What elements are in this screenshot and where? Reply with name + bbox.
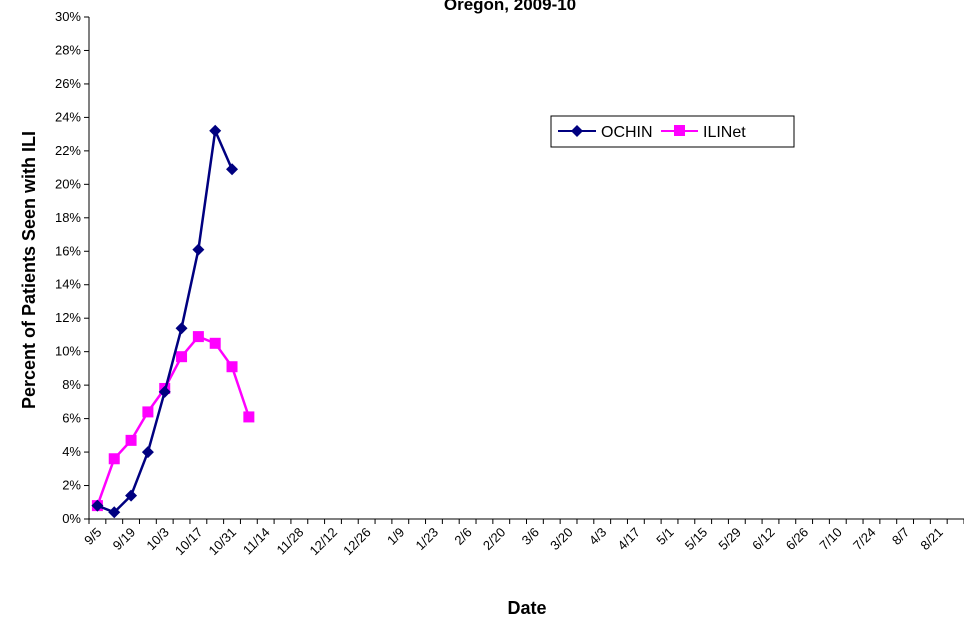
x-tick-label: 10/3 [143,525,172,554]
x-tick-label: 7/24 [850,525,879,554]
x-tick-label: 5/29 [715,525,744,554]
x-tick-label: 8/7 [889,525,912,548]
y-tick-label: 12% [55,310,81,325]
y-tick-label: 26% [55,76,81,91]
x-tick-label: 4/3 [586,525,609,548]
data-point-ochin [91,499,104,512]
legend-marker-ochin [571,125,583,137]
data-point-ochin [209,124,222,137]
data-point-ilinet [176,351,188,363]
legend-label-ochin: OCHIN [601,124,653,141]
x-tick-label: 11/14 [240,525,273,558]
data-point-ilinet [192,331,204,343]
x-tick-label: 7/10 [816,525,845,554]
x-tick-label: 6/26 [783,525,812,554]
y-tick-label: 10% [55,344,81,359]
data-point-ochin [226,163,239,176]
x-tick-label: 10/31 [206,525,240,559]
y-tick-label: 14% [55,277,81,292]
y-tick-label: 20% [55,176,81,191]
x-tick-label: 9/19 [110,525,139,554]
x-tick-label: 12/26 [340,525,374,559]
y-tick-label: 18% [55,210,81,225]
axes [88,17,964,520]
y-tick-label: 22% [55,143,81,158]
x-tick-label: 9/5 [81,525,104,548]
y-tick-label: 28% [55,42,81,57]
x-tick-label: 5/15 [682,525,711,554]
x-tick-label: 4/17 [614,525,643,554]
chart-title: Oregon, 2009-10 [444,0,576,14]
y-axis-title: Percent of Patients Seen with ILI [19,131,39,409]
x-axis-title: Date [507,598,546,618]
x-tick-label: 1/9 [384,525,407,548]
data-point-ilinet [142,406,154,418]
x-tick-label: 11/28 [274,525,307,558]
legend-label-ilinet: ILINet [703,124,746,141]
series-layer [91,124,255,519]
x-tick-label: 3/20 [547,525,576,554]
data-point-ilinet [226,361,238,373]
series-line-ilinet [96,335,251,507]
y-tick-label: 16% [55,243,81,258]
data-point-ilinet [243,411,255,423]
x-tick-label: 10/17 [172,525,206,559]
y-tick-label: 8% [62,377,81,392]
data-point-ilinet [125,434,137,446]
data-point-ochin [175,322,188,335]
y-tick-label: 6% [62,411,81,426]
x-tick-label: 5/1 [653,525,676,548]
x-tick-label: 12/12 [306,525,340,559]
legend: OCHIN ILINet [550,115,795,148]
legend-marker-ilinet [674,125,685,136]
y-tick-label: 4% [62,444,81,459]
x-tick-label: 8/21 [917,525,946,554]
data-point-ochin [141,446,154,459]
x-tick-label: 3/6 [519,525,542,548]
x-tick-label: 2/6 [451,525,474,548]
x-tick-label: 6/12 [749,525,778,554]
data-point-ochin [158,385,171,398]
data-point-ilinet [108,453,120,465]
data-point-ilinet [209,337,221,349]
data-point-ochin [108,506,121,519]
x-tick-label: 1/23 [413,525,442,554]
x-tick-label: 2/20 [480,525,509,554]
y-tick-label: 24% [55,109,81,124]
data-point-ochin [192,243,205,256]
y-tick-label: 30% [55,9,81,24]
data-point-ochin [125,489,138,502]
y-tick-label: 2% [62,478,81,493]
y-tick-label: 0% [62,511,81,526]
